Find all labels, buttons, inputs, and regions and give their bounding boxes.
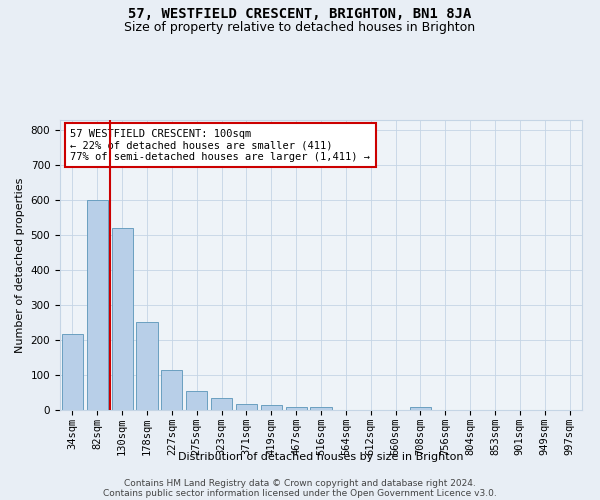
Bar (136, 322, 158, 410)
Bar (410, 406, 431, 410)
Text: 57 WESTFIELD CRESCENT: 100sqm
← 22% of detached houses are smaller (411)
77% of : 57 WESTFIELD CRESCENT: 100sqm ← 22% of d… (70, 128, 370, 162)
Bar (186, 391, 207, 410)
Bar (286, 406, 307, 410)
Bar (112, 228, 133, 410)
Bar (211, 398, 232, 410)
Text: Contains HM Land Registry data © Crown copyright and database right 2024.: Contains HM Land Registry data © Crown c… (124, 480, 476, 488)
Bar (87, 200, 108, 410)
Bar (62, 334, 83, 410)
Text: Distribution of detached houses by size in Brighton: Distribution of detached houses by size … (178, 452, 464, 462)
Bar (161, 370, 182, 410)
Text: Contains public sector information licensed under the Open Government Licence v3: Contains public sector information licen… (103, 490, 497, 498)
Text: Size of property relative to detached houses in Brighton: Size of property relative to detached ho… (124, 21, 476, 34)
Text: 57, WESTFIELD CRESCENT, BRIGHTON, BN1 8JA: 57, WESTFIELD CRESCENT, BRIGHTON, BN1 8J… (128, 8, 472, 22)
Y-axis label: Number of detached properties: Number of detached properties (15, 178, 25, 352)
Bar (310, 407, 332, 410)
Bar (261, 405, 282, 410)
Bar (236, 404, 257, 410)
